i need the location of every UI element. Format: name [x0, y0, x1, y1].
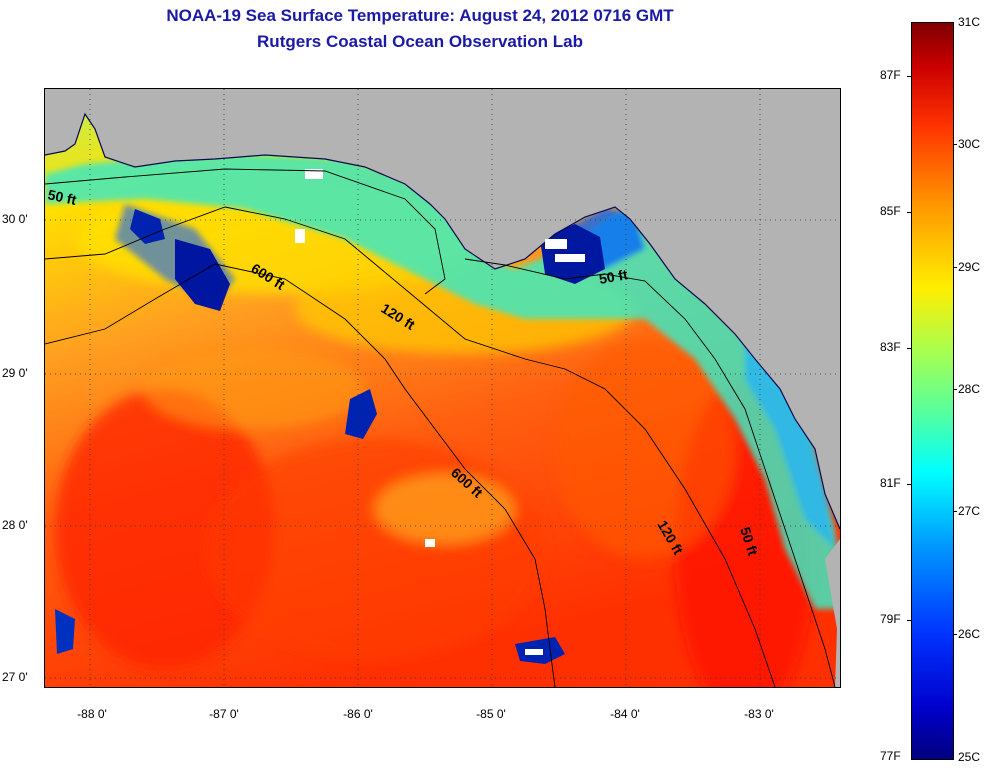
- longitude-tick: -84 0': [610, 707, 640, 721]
- colorbar-fahrenheit-label: 85F: [880, 204, 901, 218]
- sst-field: [55, 184, 815, 687]
- colorbar-fahrenheit-label: 81F: [880, 476, 901, 490]
- colorbar-fahrenheit-label: 77F: [880, 749, 901, 763]
- longitude-tick: -86 0': [343, 707, 373, 721]
- land: [45, 89, 840, 687]
- colorbar-celsius-label: 30C: [958, 137, 981, 151]
- colorbar-celsius-label: 25C: [958, 750, 981, 764]
- colorbar-tick: [953, 389, 957, 390]
- colorbar-tick: [953, 634, 957, 635]
- colorbar-celsius-label: 28C: [958, 382, 981, 396]
- latitude-tick: 27 0': [2, 670, 28, 684]
- colorbar-celsius-label: 29C: [958, 260, 981, 274]
- latitude-tick: 30 0': [2, 212, 28, 226]
- colorbar-celsius-label: 31C: [958, 15, 981, 29]
- colorbar-fahrenheit-label: 83F: [880, 340, 901, 354]
- latitude-tick: 29 0': [2, 366, 28, 380]
- sst-map: 50 ft 600 ft 120 ft 50 ft 600 ft 120 ft …: [44, 88, 841, 688]
- colorbar-celsius-label: 27C: [958, 504, 981, 518]
- map-subtitle: Rutgers Coastal Ocean Observation Lab: [257, 32, 583, 51]
- colorbar-tick: [953, 267, 957, 268]
- colorbar-tick: [907, 348, 911, 349]
- colorbar-fahrenheit-label: 87F: [880, 68, 901, 82]
- colorbar-tick: [907, 76, 911, 77]
- contour-label: 50 ft: [598, 266, 629, 287]
- no-data-cloud: [295, 169, 585, 655]
- longitude-tick: -83 0': [744, 707, 774, 721]
- contour-label: 50 ft: [46, 186, 78, 208]
- bathymetry-contours: [45, 168, 836, 687]
- colorbar-celsius-label: 26C: [958, 627, 981, 641]
- colorbar-tick: [907, 212, 911, 213]
- longitude-tick: -87 0': [209, 707, 239, 721]
- coastline: [45, 112, 840, 530]
- longitude-tick: -88 0': [77, 707, 107, 721]
- colorbar-tick: [953, 144, 957, 145]
- longitude-tick: -85 0': [476, 707, 506, 721]
- colorbar-tick: [907, 484, 911, 485]
- colorbar-tick: [953, 511, 957, 512]
- colorbar-fahrenheit-label: 79F: [880, 612, 901, 626]
- temperature-colorbar: [911, 22, 954, 760]
- latitude-tick: 28 0': [2, 518, 28, 532]
- map-title: NOAA-19 Sea Surface Temperature: August …: [166, 6, 674, 25]
- colorbar-tick: [907, 620, 911, 621]
